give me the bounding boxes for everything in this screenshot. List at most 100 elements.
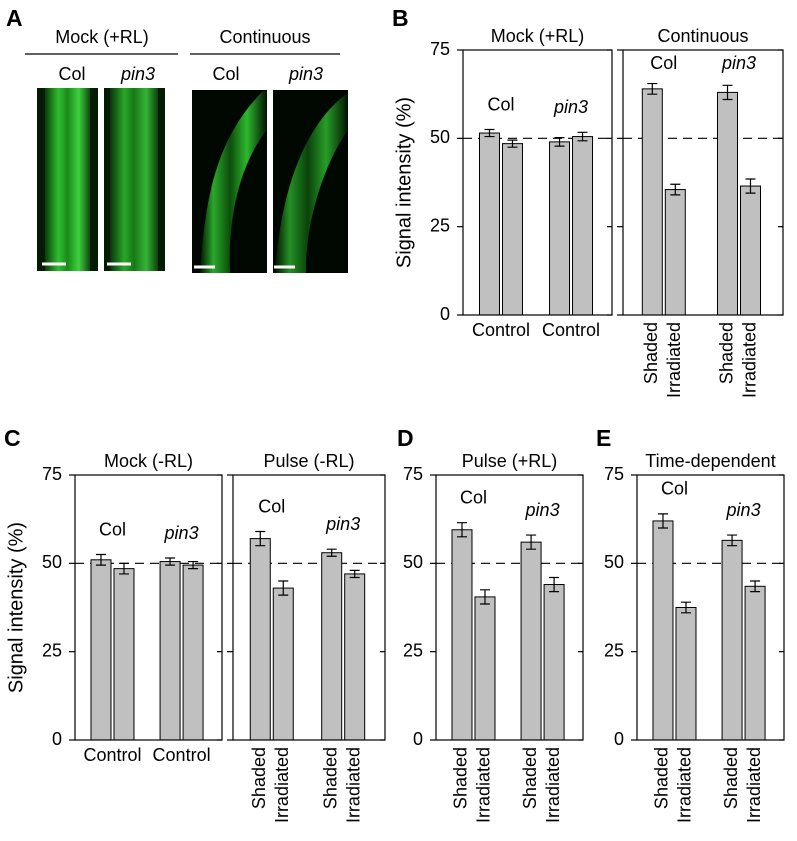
group-label: Col xyxy=(460,487,487,507)
bar xyxy=(721,539,743,741)
panel-title: Mock (+RL) xyxy=(491,26,585,46)
bar xyxy=(478,132,500,316)
y-tick-label: 0 xyxy=(52,729,62,749)
bar xyxy=(740,185,761,316)
error-bar xyxy=(479,589,490,605)
error-bar xyxy=(118,562,129,575)
column-label: Col xyxy=(58,64,85,84)
panel-a: A Mock (+RL) Continuous Col pin3 Col pin… xyxy=(6,5,348,273)
group-label: Col xyxy=(258,496,285,516)
x-tick-label: Control xyxy=(153,745,211,765)
x-tick-label: Shaded xyxy=(641,322,661,384)
group-label: Mock (+RL) xyxy=(55,27,149,47)
x-tick-label: Irradiated xyxy=(675,747,695,823)
root-signal xyxy=(45,88,90,271)
bar xyxy=(321,552,343,741)
y-tick-label: 75 xyxy=(42,464,62,484)
x-tick-label: Shaded xyxy=(721,747,741,809)
x-tick-label: Shaded xyxy=(451,747,471,809)
y-tick-label: 50 xyxy=(604,552,624,572)
x-tick-label: Control xyxy=(472,320,530,340)
error-bar xyxy=(727,534,738,547)
plot-frame xyxy=(232,474,386,741)
error-bar xyxy=(456,522,467,538)
bar xyxy=(675,607,697,741)
panel-letter: B xyxy=(392,5,409,31)
y-tick-label: 50 xyxy=(403,552,423,572)
group-label: Col xyxy=(661,479,688,499)
y-tick-label: 75 xyxy=(604,464,624,484)
error-bar xyxy=(647,82,658,95)
bar xyxy=(549,141,571,316)
error-bar xyxy=(188,560,199,570)
panel-title: Continuous xyxy=(657,26,748,46)
plot-frame xyxy=(462,49,613,316)
group-label: Col xyxy=(650,53,677,73)
error-bar xyxy=(670,183,681,196)
y-tick-label: 0 xyxy=(614,729,624,749)
panel-letter: E xyxy=(596,425,611,451)
group-label: pin3 xyxy=(721,53,756,73)
bar xyxy=(543,584,565,741)
x-tick-label: Irradiated xyxy=(474,747,494,823)
x-tick-label: Shaded xyxy=(320,747,340,809)
column-label: pin3 xyxy=(288,64,323,84)
x-tick-label: Control xyxy=(83,745,141,765)
bar xyxy=(451,529,473,741)
x-tick-label: Irradiated xyxy=(272,747,292,823)
error-bar xyxy=(255,530,266,547)
bar xyxy=(249,538,271,741)
panel-title: Mock (-RL) xyxy=(104,451,193,471)
x-tick-label: Irradiated xyxy=(343,747,363,823)
y-tick-label: 25 xyxy=(403,640,423,660)
error-bar xyxy=(722,84,733,101)
x-tick-label: Shaded xyxy=(520,747,540,809)
y-tick-label: 75 xyxy=(403,464,423,484)
y-tick-label: 25 xyxy=(430,215,450,235)
bar xyxy=(159,561,181,741)
x-tick-label: Irradiated xyxy=(744,747,764,823)
bar xyxy=(113,568,135,741)
root-signal xyxy=(110,88,158,271)
error-bar xyxy=(278,580,289,596)
bar xyxy=(90,559,112,741)
bar xyxy=(572,136,594,316)
x-tick-label: Irradiated xyxy=(543,747,563,823)
group-label: Col xyxy=(99,519,126,539)
x-tick-label: Control xyxy=(542,320,600,340)
panel-title: Pulse (-RL) xyxy=(263,451,354,471)
error-bar xyxy=(326,548,337,557)
y-tick-label: 75 xyxy=(430,39,450,59)
error-bar xyxy=(549,576,560,593)
x-tick-label: Shaded xyxy=(652,747,672,809)
plot-frame xyxy=(74,474,223,741)
bar xyxy=(744,585,766,741)
y-axis-label: Signal intensity (%) xyxy=(393,97,415,268)
x-tick-label: Shaded xyxy=(716,322,736,384)
y-tick-label: 50 xyxy=(430,127,450,147)
plot-frame xyxy=(435,474,584,741)
bar xyxy=(652,520,674,741)
group-label: Continuous xyxy=(219,27,310,47)
y-tick-label: 0 xyxy=(440,304,450,324)
error-bar xyxy=(554,137,565,147)
plot-frame xyxy=(636,474,785,741)
bar xyxy=(272,587,294,741)
y-tick-label: 50 xyxy=(42,552,62,572)
error-bar xyxy=(577,131,588,142)
group-label: pin3 xyxy=(525,500,560,520)
bar xyxy=(344,573,366,741)
x-tick-label: Shaded xyxy=(249,747,269,809)
error-bar xyxy=(95,553,106,566)
group-label: pin3 xyxy=(325,514,360,534)
panel-title: Time-dependent xyxy=(645,451,775,471)
column-label: pin3 xyxy=(120,64,155,84)
column-label: Col xyxy=(212,64,239,84)
error-bar xyxy=(750,580,761,593)
error-bar xyxy=(165,557,176,566)
bar xyxy=(474,596,496,741)
group-label: Col xyxy=(487,94,514,114)
error-bar xyxy=(657,513,668,529)
group-label: pin3 xyxy=(726,500,761,520)
